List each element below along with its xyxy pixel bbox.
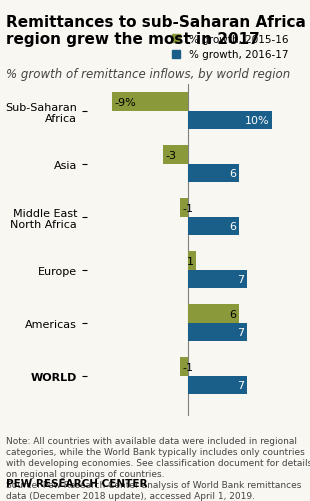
Text: Note: All countries with available data were included in regional
categories, wh: Note: All countries with available data … [6, 436, 310, 500]
Bar [112, 93, 188, 112]
Bar [188, 323, 247, 342]
Text: -1: -1 [182, 362, 193, 372]
Text: 1: 1 [187, 256, 194, 266]
Bar [188, 112, 272, 130]
Text: -1: -1 [182, 203, 193, 213]
Bar [188, 305, 239, 323]
Text: PEW RESEARCH CENTER: PEW RESEARCH CENTER [6, 478, 148, 488]
Text: 7: 7 [237, 328, 245, 338]
Bar [179, 358, 188, 376]
Bar [179, 199, 188, 217]
Text: 7: 7 [237, 380, 245, 390]
Text: 10%: 10% [245, 116, 270, 126]
Bar [163, 146, 188, 164]
Text: % growth of remittance inflows, by world region: % growth of remittance inflows, by world… [6, 68, 290, 81]
Text: 6: 6 [229, 222, 236, 231]
Text: -9%: -9% [115, 97, 136, 107]
Bar [188, 376, 247, 395]
Bar [188, 217, 239, 236]
Bar [188, 271, 247, 289]
Legend: % growth, 2015-16, % growth, 2016-17: % growth, 2015-16, % growth, 2016-17 [168, 31, 292, 64]
Bar [188, 164, 239, 183]
Text: 6: 6 [229, 309, 236, 319]
Bar [188, 252, 197, 271]
Text: 6: 6 [229, 169, 236, 179]
Text: 7: 7 [237, 275, 245, 285]
Text: Remittances to sub-Saharan Africa
region grew the most in 2017: Remittances to sub-Saharan Africa region… [6, 15, 306, 48]
Text: -3: -3 [165, 150, 176, 160]
